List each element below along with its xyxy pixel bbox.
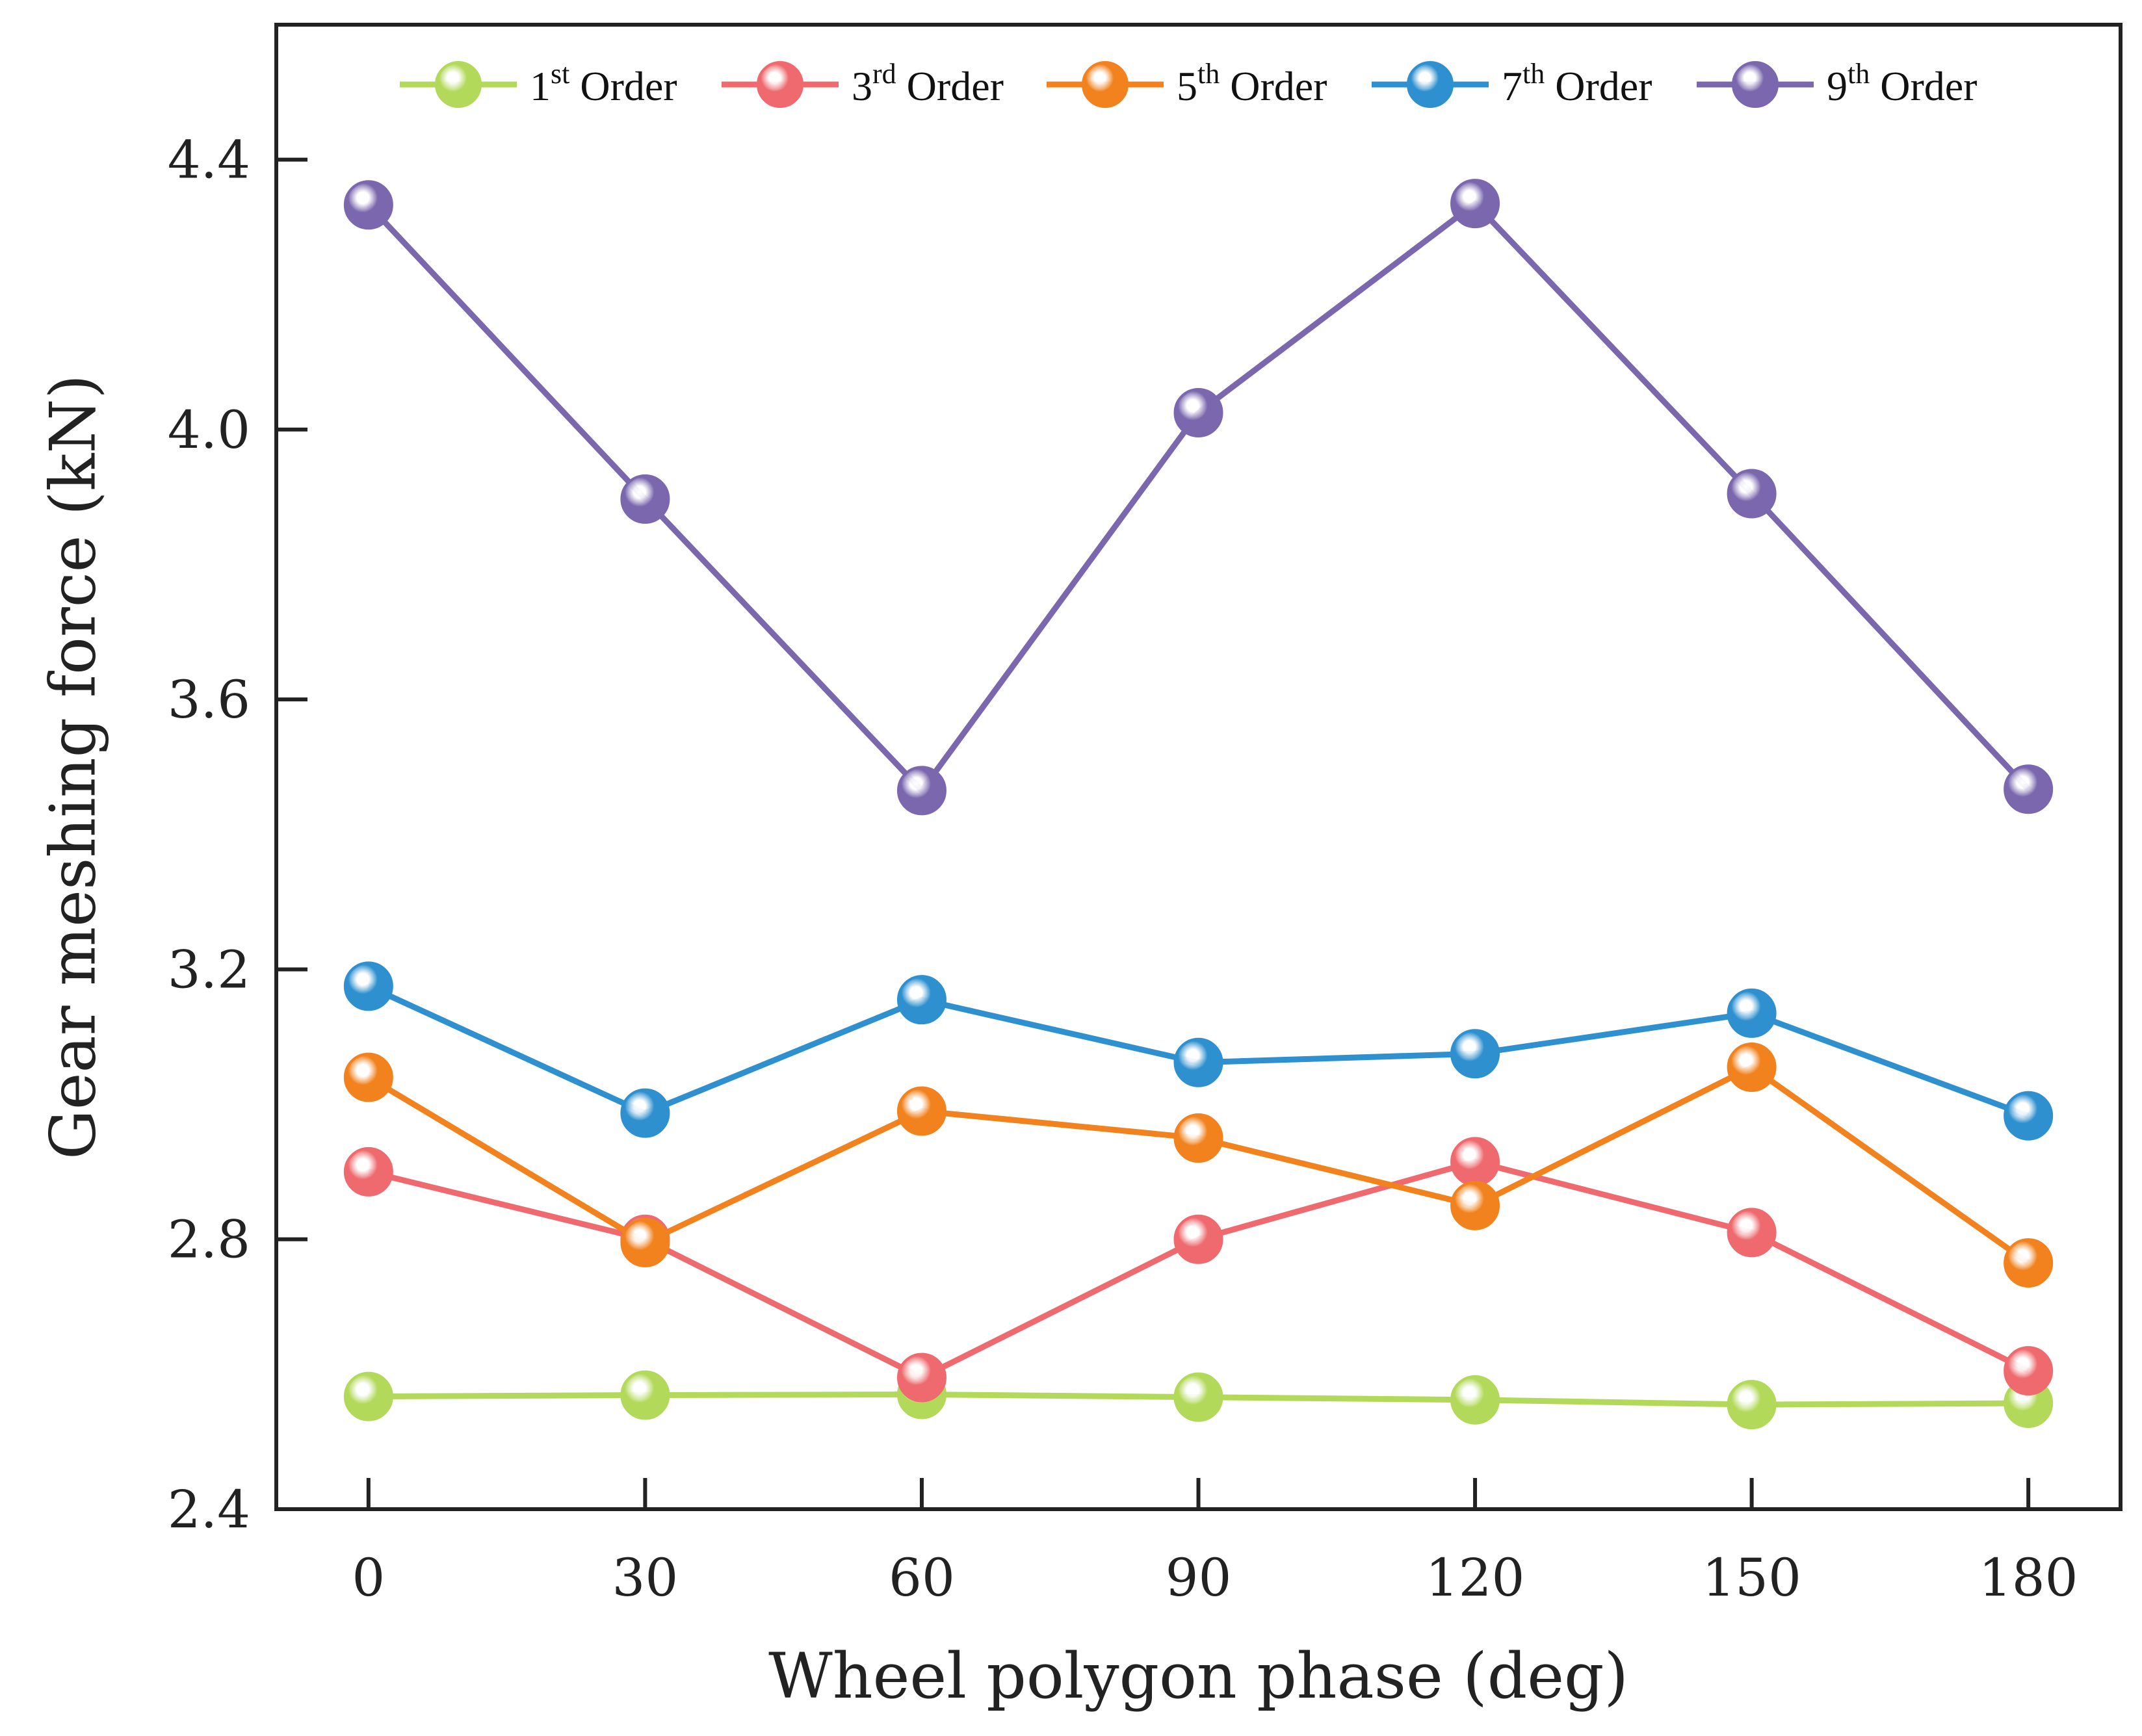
legend-label: 1st Order xyxy=(530,58,677,109)
data-point xyxy=(2004,1346,2054,1396)
x-tick-label: 150 xyxy=(1702,1548,1801,1608)
y-tick-label: 3.2 xyxy=(168,939,250,1000)
x-tick-label: 30 xyxy=(612,1548,679,1608)
series-group xyxy=(343,179,2054,1430)
plot-frame xyxy=(274,23,2122,1511)
data-point xyxy=(896,1353,947,1403)
series-5th-order xyxy=(343,1042,2054,1288)
legend-item: 1st Order xyxy=(400,58,677,109)
y-tick-label: 4.4 xyxy=(168,130,250,190)
series-7th-order xyxy=(343,961,2054,1141)
data-point xyxy=(1173,1037,1223,1087)
data-point xyxy=(1173,1113,1223,1163)
data-point xyxy=(343,1147,393,1197)
data-point xyxy=(343,1371,393,1421)
legend-label: 9th Order xyxy=(1827,58,1977,109)
data-point xyxy=(620,474,670,524)
data-point xyxy=(620,1217,670,1267)
x-tick-label: 90 xyxy=(1166,1548,1232,1608)
data-point xyxy=(1173,1214,1223,1264)
data-point xyxy=(1450,1180,1500,1230)
legend-label: 3rd Order xyxy=(852,58,1004,109)
legend: 1st Order 3rd Order 5th Order 7th Order 9th … xyxy=(400,58,1977,109)
legend-item: 5th Order xyxy=(1047,58,1327,109)
data-point xyxy=(896,766,947,816)
data-point xyxy=(1173,1372,1223,1422)
y-tick-label: 4.0 xyxy=(168,400,250,460)
series-9th-order xyxy=(343,179,2054,816)
data-point xyxy=(1173,387,1223,437)
data-point xyxy=(1727,1380,1777,1430)
legend-item: 9th Order xyxy=(1697,58,1977,109)
data-point xyxy=(2004,764,2054,814)
data-point xyxy=(1450,1029,1500,1079)
data-point xyxy=(1727,988,1777,1038)
data-point xyxy=(1450,1375,1500,1425)
y-tick-label: 2.8 xyxy=(168,1210,250,1270)
legend-label: 7th Order xyxy=(1502,58,1652,109)
data-point xyxy=(1727,1042,1777,1092)
legend-label: 5th Order xyxy=(1177,58,1327,109)
data-point xyxy=(896,1086,947,1136)
y-axis-label: Gear meshing force (kN) xyxy=(37,374,110,1159)
y-tick-label: 3.6 xyxy=(168,669,250,730)
data-point xyxy=(343,961,393,1011)
data-point xyxy=(2004,1091,2054,1141)
data-point xyxy=(343,180,393,230)
data-point xyxy=(1450,179,1500,229)
data-point xyxy=(343,1052,393,1102)
legend-marker xyxy=(1407,61,1454,108)
legend-marker xyxy=(1082,61,1129,108)
data-point xyxy=(896,975,947,1025)
data-point xyxy=(1450,1137,1500,1187)
x-tick-label: 120 xyxy=(1426,1548,1525,1608)
legend-marker xyxy=(435,61,482,108)
legend-item: 7th Order xyxy=(1372,58,1652,109)
data-point xyxy=(1727,1208,1777,1258)
axes: 0 30 60 90 120 150 180 2.4 2.8 3.2 3.6 4.0 4.4 xyxy=(168,130,2078,1608)
data-point xyxy=(620,1370,670,1420)
legend-item: 3rd Order xyxy=(722,58,1004,109)
x-axis-label: Wheel polygon phase (deg) xyxy=(768,1640,1628,1713)
legend-marker xyxy=(757,61,803,108)
data-point xyxy=(620,1088,670,1138)
legend-marker xyxy=(1732,61,1779,108)
x-tick-label: 0 xyxy=(352,1548,385,1608)
x-tick-label: 180 xyxy=(1979,1548,2078,1608)
y-tick-label: 2.4 xyxy=(168,1479,250,1540)
data-point xyxy=(1727,469,1777,519)
data-point xyxy=(2004,1238,2054,1288)
x-tick-label: 60 xyxy=(889,1548,955,1608)
